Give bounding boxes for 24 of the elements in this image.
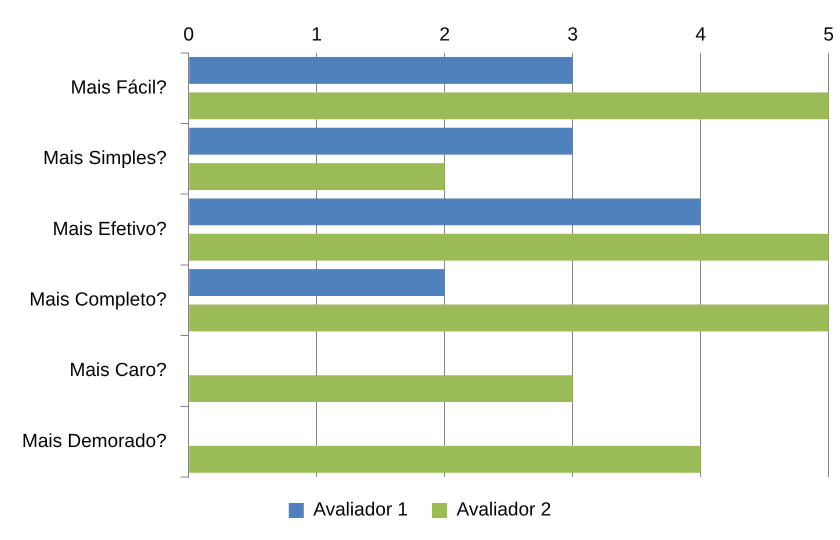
x-tick-label: 0 bbox=[183, 24, 194, 46]
bar bbox=[189, 269, 445, 296]
x-tick-label: 5 bbox=[823, 24, 834, 46]
y-tick-label: Mais Demorado? bbox=[22, 430, 167, 452]
bar bbox=[189, 128, 573, 155]
bar bbox=[189, 375, 573, 402]
x-tick-label: 1 bbox=[311, 24, 322, 46]
bar bbox=[189, 92, 829, 120]
x-tick-label: 4 bbox=[695, 24, 706, 46]
legend-label: Avaliador 2 bbox=[456, 500, 552, 521]
y-tick-label: Mais Simples? bbox=[43, 148, 167, 170]
bar bbox=[189, 198, 701, 226]
bar bbox=[189, 446, 701, 473]
y-tick-label: Mais Caro? bbox=[70, 360, 167, 382]
legend-label: Avaliador 1 bbox=[313, 500, 408, 521]
y-tick-label: Mais Completo? bbox=[29, 289, 167, 310]
x-tick-label: 3 bbox=[567, 24, 578, 46]
bar bbox=[189, 304, 829, 332]
bar bbox=[189, 163, 445, 190]
x-tick-label: 2 bbox=[439, 24, 450, 46]
bar bbox=[189, 234, 829, 261]
y-tick-label: Mais Fácil? bbox=[70, 77, 167, 98]
y-tick-label: Mais Efetivo? bbox=[52, 218, 167, 240]
bar bbox=[189, 57, 573, 84]
